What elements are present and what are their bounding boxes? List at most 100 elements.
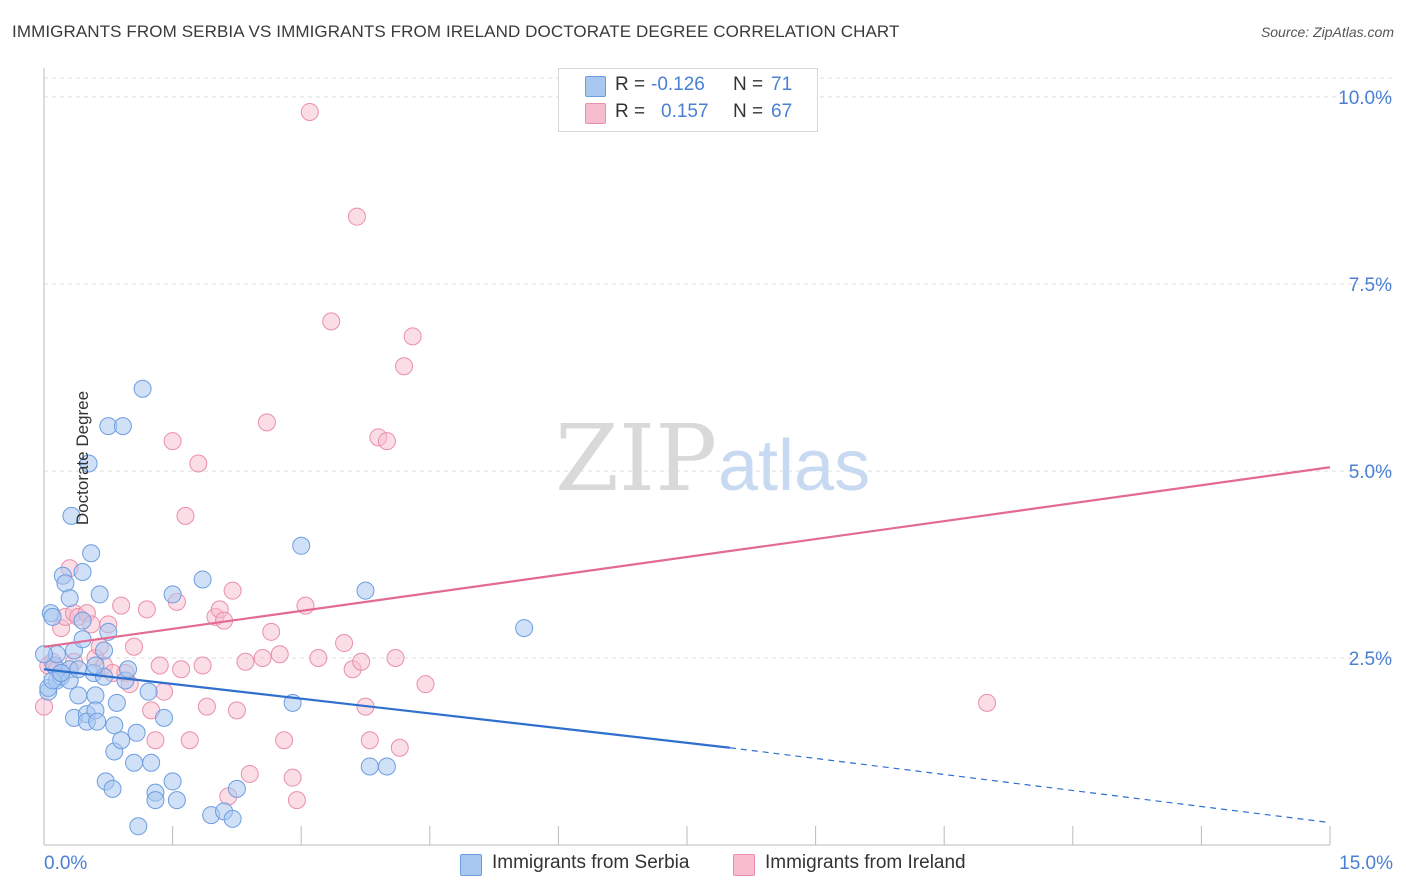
- serbia-point: [79, 454, 98, 473]
- serbia-point: [69, 660, 88, 679]
- serbia-point: [60, 589, 79, 608]
- ireland-point: [227, 701, 246, 720]
- serbia-point: [155, 708, 174, 727]
- x-tick-label-max: 15.0%: [1339, 853, 1393, 874]
- serbia-point: [82, 544, 101, 563]
- serbia-point: [107, 693, 126, 712]
- ireland-point: [197, 697, 216, 716]
- serbia-swatch: [585, 76, 606, 97]
- serbia-point: [193, 570, 212, 589]
- trend-lines: [43, 466, 1331, 824]
- legend-r-label: R =: [615, 74, 646, 95]
- serbia-point: [515, 619, 534, 638]
- serbia-point: [62, 506, 81, 525]
- ireland-point: [163, 432, 182, 451]
- serbia-point: [103, 779, 122, 798]
- ireland-point: [150, 656, 169, 675]
- serbia-point: [139, 682, 158, 701]
- serbia-point: [129, 817, 148, 836]
- ireland-n-value: 67: [771, 101, 793, 122]
- ireland-point: [240, 764, 259, 783]
- serbia-point: [167, 791, 186, 810]
- ireland-point: [390, 738, 409, 757]
- ireland-point: [253, 649, 272, 667]
- ireland-legend-swatch: [733, 854, 755, 876]
- ireland-point: [377, 432, 396, 451]
- serbia-point: [56, 574, 75, 593]
- ireland-legend-label: Immigrants from Ireland: [765, 852, 966, 873]
- serbia-point: [113, 417, 132, 436]
- ireland-point: [146, 731, 165, 750]
- ireland-point: [352, 652, 371, 671]
- ireland-point: [125, 637, 144, 656]
- ireland-point: [223, 581, 242, 600]
- ireland-point: [137, 600, 156, 619]
- legend-n-label: N =: [733, 74, 764, 95]
- ireland-point: [300, 102, 319, 121]
- legend-r-label: R =: [615, 101, 646, 122]
- y-axis-label: Doctorate Degree: [73, 390, 93, 526]
- serbia-trend-extension: [729, 747, 1331, 824]
- serbia-point: [146, 791, 165, 810]
- ireland-point: [172, 660, 191, 679]
- ireland-swatch: [585, 103, 606, 124]
- chart-title: IMMIGRANTS FROM SERBIA VS IMMIGRANTS FRO…: [12, 22, 900, 41]
- ireland-point: [155, 682, 174, 701]
- serbia-point: [292, 536, 311, 555]
- ireland-point: [275, 731, 294, 750]
- serbia-point: [112, 731, 131, 750]
- serbia-points: [35, 379, 534, 836]
- serbia-point: [360, 757, 379, 776]
- serbia-point: [227, 779, 246, 798]
- ireland-point: [403, 327, 422, 346]
- serbia-point: [105, 716, 124, 735]
- tick-labels: 2.5% 5.0% 7.5% 10.0% 0.0% 15.0%: [44, 88, 1393, 874]
- ireland-point: [395, 357, 414, 376]
- serbia-point: [142, 753, 161, 772]
- y-tick-label: 2.5%: [1349, 649, 1392, 670]
- correlation-legend: R = -0.126 N = 71 R = 0.157 N = 67: [558, 68, 818, 132]
- serbia-point: [35, 645, 53, 664]
- serbia-point: [90, 585, 109, 604]
- ireland-point: [978, 693, 997, 712]
- ireland-point: [335, 634, 354, 653]
- ireland-point: [180, 731, 199, 750]
- serbia-point: [86, 656, 105, 675]
- serbia-point: [99, 622, 118, 641]
- ireland-point: [112, 596, 131, 615]
- ireland-point: [257, 413, 276, 432]
- serbia-point: [73, 611, 92, 630]
- serbia-r-value: -0.126: [651, 74, 705, 95]
- ireland-point: [236, 652, 255, 671]
- source-credit: Source: ZipAtlas.com: [1260, 24, 1394, 40]
- x-tick-label-min: 0.0%: [44, 853, 87, 874]
- ireland-point: [287, 791, 306, 810]
- serbia-point: [163, 772, 182, 791]
- watermark-atlas: atlas: [718, 426, 870, 506]
- ireland-point: [322, 312, 341, 331]
- y-tick-label: 10.0%: [1338, 88, 1392, 109]
- serbia-point: [356, 581, 375, 600]
- y-tick-label: 5.0%: [1349, 462, 1392, 483]
- serbia-trend-line: [43, 668, 730, 749]
- serbia-point: [127, 723, 146, 742]
- ireland-point: [347, 207, 366, 226]
- grid-lines: [44, 77, 1392, 659]
- serbia-point: [73, 630, 92, 649]
- serbia-legend-label: Immigrants from Serbia: [492, 852, 690, 873]
- serbia-point: [86, 686, 105, 705]
- serbia-point: [88, 712, 107, 731]
- ireland-point: [176, 506, 195, 525]
- serbia-point: [119, 660, 138, 679]
- serbia-point: [223, 809, 242, 828]
- ireland-point: [262, 622, 281, 641]
- serbia-point: [43, 607, 62, 626]
- ireland-point: [309, 649, 328, 667]
- serbia-point: [95, 641, 114, 660]
- ireland-point: [283, 768, 302, 787]
- ireland-point: [193, 656, 212, 675]
- ireland-point: [270, 645, 289, 664]
- serbia-n-value: 71: [771, 74, 793, 95]
- ireland-point: [386, 649, 405, 667]
